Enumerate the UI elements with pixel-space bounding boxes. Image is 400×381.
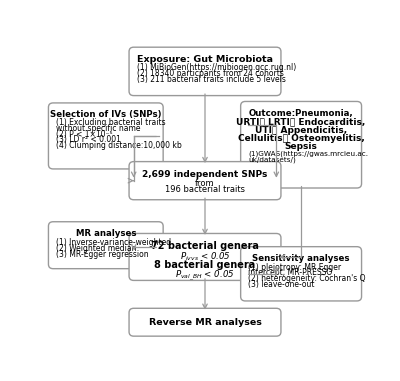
FancyBboxPatch shape — [129, 162, 281, 200]
Text: (1) MiBioGen(https://mibiogen.gcc.rug.nl): (1) MiBioGen(https://mibiogen.gcc.rug.nl… — [138, 63, 297, 72]
Text: Outcome:Pneumonia,: Outcome:Pneumonia, — [249, 109, 354, 118]
Text: Sensitivity analyses: Sensitivity analyses — [252, 254, 350, 263]
Text: 72 bacterial genera: 72 bacterial genera — [151, 242, 259, 251]
Text: from: from — [195, 179, 215, 188]
Text: Cellulitis， Osteomyelitis,: Cellulitis， Osteomyelitis, — [238, 134, 364, 143]
Text: intercept; MR-PRESSO: intercept; MR-PRESSO — [248, 268, 333, 277]
Text: MR analyses: MR analyses — [76, 229, 136, 238]
Text: (2) 18340 particpants from 24 cohorts: (2) 18340 particpants from 24 cohorts — [138, 69, 284, 78]
Text: uk/datasets/): uk/datasets/) — [248, 156, 296, 163]
FancyBboxPatch shape — [129, 234, 281, 280]
Text: 2,699 independent SNPs: 2,699 independent SNPs — [142, 170, 268, 179]
Text: Selection of IVs (SNPs): Selection of IVs (SNPs) — [50, 110, 162, 119]
Text: (1) Excluding bacterial traits: (1) Excluding bacterial traits — [56, 118, 166, 128]
FancyBboxPatch shape — [129, 47, 281, 96]
Text: (1) Inverse-variance-weighted: (1) Inverse-variance-weighted — [56, 238, 171, 247]
Text: (3) 211 bacterial traits include 5 levels: (3) 211 bacterial traits include 5 level… — [138, 75, 286, 84]
FancyBboxPatch shape — [129, 308, 281, 336]
Text: $P_{val\_BH}$ < 0.05: $P_{val\_BH}$ < 0.05 — [175, 269, 235, 283]
Text: (4) Clumping distance:10,000 kb: (4) Clumping distance:10,000 kb — [56, 141, 182, 150]
Text: 196 bacterial traits: 196 bacterial traits — [165, 186, 245, 194]
FancyBboxPatch shape — [241, 247, 362, 301]
Text: Exposure: Gut Microbiota: Exposure: Gut Microbiota — [137, 54, 273, 64]
Text: (2) heterogeneity: Cochran's Q: (2) heterogeneity: Cochran's Q — [248, 274, 366, 283]
Text: $P_{ivvs}$ < 0.05: $P_{ivvs}$ < 0.05 — [180, 251, 230, 263]
Text: 8 bacterial genera: 8 bacterial genera — [154, 259, 256, 270]
Text: (1) pleiotropy: MR Egger: (1) pleiotropy: MR Egger — [248, 263, 342, 272]
Text: (3) LD r² < 0.001: (3) LD r² < 0.001 — [56, 135, 121, 144]
FancyBboxPatch shape — [48, 103, 163, 169]
Text: Sepsis: Sepsis — [285, 142, 318, 151]
Text: (1)GWAS(https://gwas.mrcieu.ac.: (1)GWAS(https://gwas.mrcieu.ac. — [248, 151, 368, 157]
Text: (2) Weighted median: (2) Weighted median — [56, 244, 137, 253]
FancyBboxPatch shape — [48, 222, 163, 269]
FancyBboxPatch shape — [241, 101, 362, 188]
Text: UTI， Appendicitis,: UTI， Appendicitis, — [255, 126, 347, 135]
Text: without specific name: without specific name — [56, 124, 141, 133]
Text: Reverse MR analyses: Reverse MR analyses — [148, 318, 262, 327]
Text: (2) P < 1×10⁻⁵: (2) P < 1×10⁻⁵ — [56, 130, 113, 139]
Text: URTI， LRTI， Endocarditis,: URTI， LRTI， Endocarditis, — [236, 118, 366, 126]
Text: (3) leave-one-out: (3) leave-one-out — [248, 280, 315, 288]
Text: (3) MR-Egger regression: (3) MR-Egger regression — [56, 250, 149, 259]
